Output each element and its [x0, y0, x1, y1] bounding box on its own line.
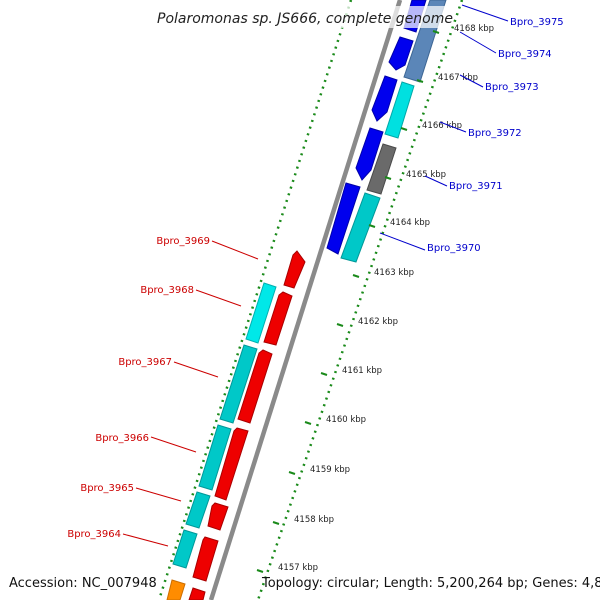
- scale-tick-label: 4167 kbp: [438, 73, 478, 83]
- scale-tick: [256, 569, 264, 573]
- scale-tick-label: 4162 kbp: [358, 317, 398, 327]
- gene-arrow-forward: [371, 75, 398, 122]
- gene-leader-line: [195, 289, 242, 307]
- cds-block: [172, 529, 198, 569]
- gene-label-forward: Bpro_3975: [510, 17, 564, 28]
- gene-leader-line: [173, 361, 219, 378]
- gene-arrow-forward: [388, 36, 414, 71]
- gene-leader-line: [150, 436, 197, 453]
- gene-labels: Bpro_3970 Bpro_3971 Bpro_3972 Bpro_3973 Bpro…: [67, 4, 564, 547]
- gene-label-reverse: Bpro_3969: [156, 236, 210, 247]
- gene-leader-line: [459, 74, 484, 88]
- scale-tick-label: 4168 kbp: [454, 24, 494, 34]
- cds-block: [185, 491, 211, 529]
- cds-block: [219, 344, 258, 424]
- cds-block-orange: [166, 579, 186, 600]
- outer-scale-dots: [256, 0, 464, 600]
- gene-leader-line: [379, 232, 426, 251]
- gene-arrow-reverse: [283, 250, 306, 289]
- gene-label-reverse: Bpro_3964: [67, 529, 121, 540]
- scale-ticks: 4157 kbp 4158 kbp 4159 kbp 4160 kbp 4161 kbp…: [256, 24, 494, 573]
- scale-tick-label: 4158 kbp: [294, 515, 334, 525]
- inner-scale-dots: [157, 0, 353, 600]
- scale-tick: [368, 224, 376, 228]
- scale-tick: [320, 372, 328, 376]
- scale-tick: [336, 323, 344, 327]
- gene-arrow-reverse: [192, 536, 219, 582]
- scale-tick: [304, 421, 312, 425]
- gene-arrow-forward: [355, 127, 384, 181]
- scale-tick-label: 4157 kbp: [278, 563, 318, 573]
- gene-label-forward: Bpro_3971: [449, 181, 503, 192]
- scale-tick: [416, 79, 424, 83]
- gene-label-reverse: Bpro_3966: [95, 433, 149, 444]
- gene-label-forward: Bpro_3972: [468, 128, 522, 139]
- cds-block-gray: [366, 143, 397, 195]
- gene-label-reverse: Bpro_3965: [80, 483, 134, 494]
- title-backdrop: [150, 6, 446, 28]
- reverse-cds-track: [166, 282, 277, 600]
- cds-block: [198, 424, 232, 491]
- gene-arrow-reverse: [207, 502, 229, 531]
- scale-tick-label: 4163 kbp: [374, 268, 414, 278]
- gene-leader-line: [211, 240, 259, 260]
- forward-gene-track: [326, 0, 427, 255]
- cds-block: [340, 192, 381, 263]
- scale-tick: [352, 274, 360, 278]
- scale-tick: [384, 176, 392, 180]
- gene-leader-line: [424, 175, 448, 187]
- gene-label-reverse: Bpro_3968: [140, 285, 194, 296]
- gene-leader-line: [461, 4, 509, 22]
- gene-leader-line: [459, 31, 497, 54]
- gene-label-reverse: Bpro_3967: [118, 357, 172, 368]
- backbone: [208, 0, 403, 600]
- scale-tick: [400, 127, 408, 131]
- gene-label-forward: Bpro_3974: [498, 49, 552, 60]
- reverse-gene-track: [188, 250, 306, 600]
- gene-arrow-reverse: [237, 349, 273, 424]
- scale-tick: [272, 521, 280, 525]
- topology-text: Topology: circular; Length: 5,200,264 bp…: [261, 576, 600, 591]
- scale-tick-label: 4164 kbp: [390, 218, 430, 228]
- gene-leader-line: [135, 487, 182, 502]
- scale-tick-label: 4161 kbp: [342, 366, 382, 376]
- gene-arrow-reverse: [214, 427, 249, 501]
- gene-label-forward: Bpro_3970: [427, 243, 481, 254]
- gene-arrow-forward: [326, 182, 361, 255]
- gene-arrow-reverse: [188, 587, 206, 600]
- scale-tick: [432, 30, 440, 34]
- gene-arrow-reverse: [263, 291, 293, 346]
- gene-leader-line: [122, 533, 169, 547]
- gene-leader-line: [439, 121, 467, 133]
- map-title: Polaromonas sp. JS666, complete genome: [157, 11, 453, 27]
- scale-tick-label: 4166 kbp: [422, 121, 462, 131]
- accession-text: Accession: NC_007948: [9, 576, 157, 591]
- scale-tick: [288, 471, 296, 475]
- cds-block: [384, 81, 415, 139]
- scale-tick-label: 4159 kbp: [310, 465, 350, 475]
- gene-label-forward: Bpro_3973: [485, 82, 539, 93]
- scale-tick-label: 4160 kbp: [326, 415, 366, 425]
- cds-block: [245, 282, 277, 344]
- scale-tick-label: 4165 kbp: [406, 170, 446, 180]
